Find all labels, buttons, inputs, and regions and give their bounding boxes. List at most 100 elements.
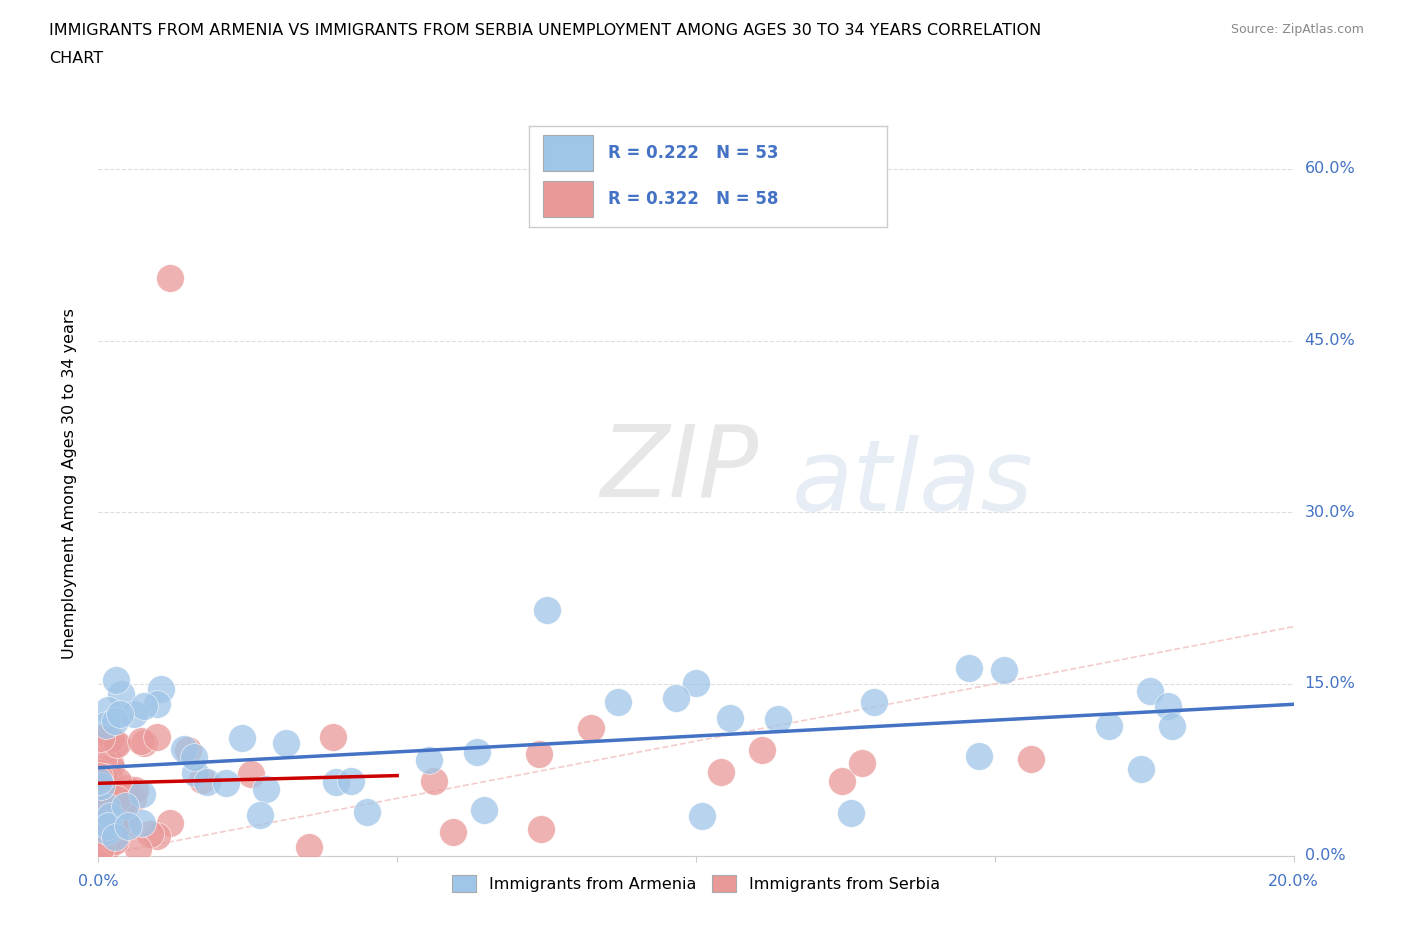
Text: 60.0%: 60.0% — [1305, 161, 1355, 177]
Point — [110, 803, 132, 817]
Point — [97, 818, 120, 833]
Y-axis label: Unemployment Among Ages 30 to 34 years: Unemployment Among Ages 30 to 34 years — [62, 308, 77, 659]
Point — [195, 775, 218, 790]
Point — [665, 691, 688, 706]
Point — [530, 821, 553, 836]
Point — [957, 660, 980, 675]
Point — [90, 778, 112, 793]
Point — [89, 798, 111, 813]
Point — [91, 791, 114, 806]
Point — [710, 764, 733, 779]
Point — [132, 699, 155, 714]
Point — [89, 816, 111, 830]
Text: 45.0%: 45.0% — [1305, 333, 1355, 348]
Point — [89, 799, 111, 814]
Point — [89, 774, 111, 789]
Point — [146, 829, 169, 844]
Text: 20.0%: 20.0% — [1268, 874, 1319, 889]
Point — [117, 818, 139, 833]
Point — [89, 766, 111, 781]
Point — [173, 741, 195, 756]
Point — [100, 779, 122, 794]
Text: ZIP: ZIP — [600, 420, 759, 517]
Text: 0.0%: 0.0% — [1305, 848, 1346, 863]
Point — [97, 702, 120, 717]
Point — [254, 781, 277, 796]
Point — [177, 742, 200, 757]
Point — [1161, 719, 1184, 734]
Point — [851, 755, 873, 770]
Point — [100, 760, 122, 775]
Point — [356, 804, 378, 819]
Text: 15.0%: 15.0% — [1305, 676, 1355, 691]
Point — [98, 755, 121, 770]
Point — [322, 729, 344, 744]
Point — [104, 830, 127, 844]
Point — [685, 675, 707, 690]
Point — [114, 787, 136, 802]
Point — [146, 697, 169, 711]
Point — [1098, 718, 1121, 733]
Point — [96, 823, 118, 838]
Point — [472, 803, 495, 817]
Point — [110, 805, 132, 820]
Point — [1157, 698, 1180, 713]
Point — [967, 749, 990, 764]
Point — [839, 805, 862, 820]
Point — [104, 833, 127, 848]
Point — [110, 707, 132, 722]
Point — [124, 782, 146, 797]
Point — [191, 773, 214, 788]
Point — [122, 791, 145, 806]
Point — [751, 743, 773, 758]
Point — [443, 824, 465, 839]
Point — [231, 731, 253, 746]
Point — [90, 730, 112, 745]
Point — [183, 749, 205, 764]
Point — [104, 737, 127, 752]
Point — [993, 663, 1015, 678]
Point — [122, 706, 145, 721]
Point — [98, 788, 121, 803]
Point — [115, 818, 138, 833]
Point — [274, 736, 297, 751]
Text: 0.0%: 0.0% — [79, 874, 118, 889]
Point — [112, 806, 135, 821]
Point — [97, 770, 120, 785]
Point — [340, 774, 363, 789]
Point — [718, 711, 741, 725]
Point — [115, 780, 138, 795]
Point — [579, 721, 602, 736]
Point — [422, 774, 444, 789]
Point — [94, 840, 117, 855]
Legend: Immigrants from Armenia, Immigrants from Serbia: Immigrants from Armenia, Immigrants from… — [444, 867, 948, 899]
Point — [325, 775, 347, 790]
Point — [1129, 761, 1152, 776]
Point — [607, 694, 630, 709]
Point — [91, 753, 114, 768]
Point — [89, 768, 111, 783]
Point — [114, 798, 136, 813]
Point — [159, 816, 181, 830]
Point — [159, 270, 181, 285]
Point — [138, 827, 160, 842]
Point — [131, 786, 153, 801]
Text: Source: ZipAtlas.com: Source: ZipAtlas.com — [1230, 23, 1364, 36]
Point — [90, 841, 112, 856]
Point — [104, 713, 127, 728]
Text: 30.0%: 30.0% — [1305, 505, 1355, 520]
Point — [110, 687, 132, 702]
Text: IMMIGRANTS FROM ARMENIA VS IMMIGRANTS FROM SERBIA UNEMPLOYMENT AMONG AGES 30 TO : IMMIGRANTS FROM ARMENIA VS IMMIGRANTS FR… — [49, 23, 1042, 38]
Point — [766, 711, 789, 726]
Point — [103, 830, 125, 845]
Point — [249, 807, 271, 822]
Point — [104, 672, 127, 687]
Point — [96, 777, 118, 791]
Text: atlas: atlas — [792, 435, 1033, 532]
Point — [536, 602, 558, 617]
Point — [105, 737, 128, 751]
Point — [100, 732, 122, 747]
Point — [96, 800, 118, 815]
Point — [1019, 752, 1042, 767]
Point — [132, 736, 155, 751]
